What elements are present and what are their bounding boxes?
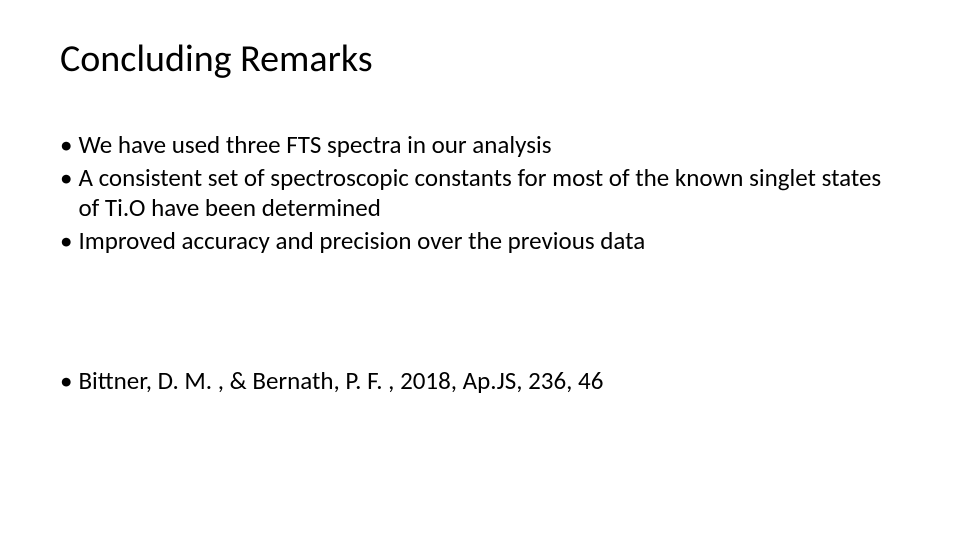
bullet-text: Improved accuracy and precision over the… — [78, 226, 900, 257]
reference-text: Bittner, D. M. , & Bernath, P. F. , 2018… — [78, 366, 900, 397]
bullet-text: A consistent set of spectroscopic consta… — [78, 163, 900, 224]
bullet-marker-icon: • — [60, 366, 72, 397]
bullet-text: We have used three FTS spectra in our an… — [78, 130, 900, 161]
bullet-item: • Improved accuracy and precision over t… — [60, 226, 900, 257]
bullet-item: • A consistent set of spectroscopic cons… — [60, 163, 900, 224]
bullet-marker-icon: • — [60, 163, 72, 194]
bullet-item: • We have used three FTS spectra in our … — [60, 130, 900, 161]
bullet-group-reference: • Bittner, D. M. , & Bernath, P. F. , 20… — [60, 366, 900, 397]
bullet-group-main: • We have used three FTS spectra in our … — [60, 130, 900, 256]
bullet-marker-icon: • — [60, 226, 72, 257]
bullet-marker-icon: • — [60, 130, 72, 161]
slide: Concluding Remarks • We have used three … — [0, 0, 960, 540]
bullet-item: • Bittner, D. M. , & Bernath, P. F. , 20… — [60, 366, 900, 397]
slide-title: Concluding Remarks — [60, 36, 900, 82]
